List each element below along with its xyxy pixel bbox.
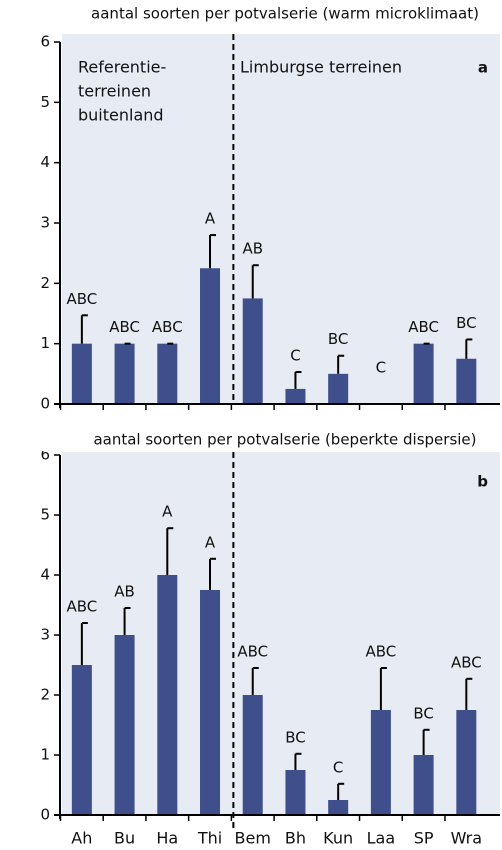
- y-tick-label: 3: [40, 214, 50, 232]
- significance-letter: ABC: [237, 643, 268, 661]
- significance-letter: BC: [285, 728, 306, 746]
- bar: [71, 343, 92, 404]
- bar: [114, 343, 135, 404]
- bar: [242, 695, 263, 815]
- bar: [285, 770, 306, 815]
- bar: [200, 268, 221, 404]
- x-tick-label: Wra: [451, 829, 482, 848]
- chart-title: aantal soorten per potvalserie (warm mic…: [91, 5, 479, 23]
- y-tick-label: 2: [40, 274, 50, 292]
- region-label: Referentie-: [78, 58, 166, 77]
- x-tick-label: Ah: [71, 829, 92, 848]
- y-tick-label: 0: [40, 395, 50, 413]
- y-tick-label: 1: [40, 334, 50, 352]
- significance-letter: BC: [328, 330, 349, 348]
- significance-letter: C: [333, 758, 343, 776]
- x-tick-label: SP: [414, 829, 434, 848]
- bar: [456, 710, 477, 815]
- bar: [242, 298, 263, 404]
- significance-letter: AB: [242, 240, 263, 258]
- significance-letter: ABC: [408, 318, 439, 336]
- bar: [71, 665, 92, 815]
- bar: [200, 590, 221, 815]
- x-tick-label: Thi: [197, 829, 222, 848]
- x-tick-label: Ha: [156, 829, 178, 848]
- significance-letter: C: [376, 359, 386, 377]
- plot-background: [62, 34, 500, 404]
- y-tick-label: 0: [40, 806, 50, 824]
- title-background: [0, 429, 502, 451]
- bar: [157, 343, 178, 404]
- plot-background: [62, 452, 500, 815]
- y-tick-label: 4: [40, 153, 50, 171]
- panel-label: b: [477, 473, 488, 491]
- x-tick-label: Bem: [235, 829, 271, 848]
- bar: [328, 800, 349, 815]
- significance-letter: ABC: [451, 653, 482, 671]
- significance-letter: A: [205, 533, 216, 551]
- x-tick-label: Bh: [285, 829, 306, 848]
- y-tick-label: 1: [40, 746, 50, 764]
- panel-label: a: [478, 59, 488, 77]
- y-tick-label: 3: [40, 626, 50, 644]
- bar: [456, 358, 477, 404]
- y-tick-label: 5: [40, 93, 50, 111]
- y-tick-label: 6: [40, 33, 50, 51]
- significance-letter: A: [205, 210, 216, 228]
- x-tick-label: Laa: [367, 829, 396, 848]
- bar: [285, 388, 306, 404]
- significance-letter: AB: [114, 583, 135, 601]
- title-background: [0, 3, 502, 25]
- significance-letter: ABC: [66, 290, 97, 308]
- y-tick-label: 4: [40, 566, 50, 584]
- significance-letter: ABC: [109, 318, 140, 336]
- y-tick-label: 5: [40, 506, 50, 524]
- significance-letter: A: [162, 503, 173, 521]
- significance-letter: ABC: [66, 598, 97, 616]
- significance-letter: BC: [456, 314, 477, 332]
- x-tick-label: Bu: [114, 829, 135, 848]
- bar: [157, 575, 178, 815]
- bar: [413, 343, 434, 404]
- bar: [370, 710, 391, 815]
- significance-letter: BC: [413, 704, 434, 722]
- significance-letter: C: [290, 347, 300, 365]
- region-label: terreinen: [78, 82, 151, 101]
- chart-title: aantal soorten per potvalserie (beperkte…: [93, 431, 476, 449]
- x-tick-label: Kun: [323, 829, 353, 848]
- bar: [328, 373, 349, 404]
- y-tick-label: 2: [40, 686, 50, 704]
- significance-letter: ABC: [366, 643, 397, 661]
- bar: [413, 755, 434, 815]
- region-label: buitenland: [78, 106, 164, 125]
- region-label: Limburgse terreinen: [240, 58, 402, 77]
- significance-letter: ABC: [152, 318, 183, 336]
- bar: [114, 635, 135, 815]
- y-tick-label: 6: [40, 446, 50, 464]
